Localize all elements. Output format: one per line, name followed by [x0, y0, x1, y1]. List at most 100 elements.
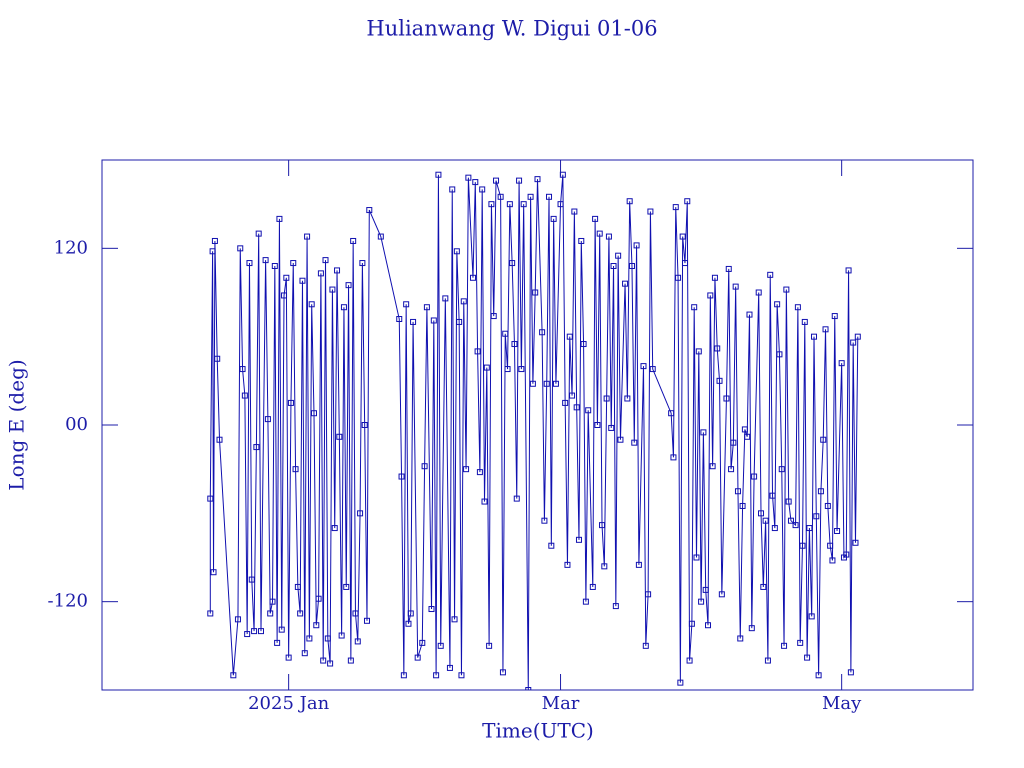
data-point — [543, 380, 550, 387]
data-point — [396, 316, 403, 322]
data-point — [248, 576, 255, 583]
data-point — [246, 260, 253, 267]
data-point — [642, 642, 649, 649]
data-line — [209, 174, 859, 690]
data-point — [451, 616, 458, 623]
data-point — [271, 263, 278, 269]
data-point — [728, 466, 735, 473]
data-point — [419, 639, 426, 646]
data-point — [294, 583, 301, 590]
data-point — [322, 257, 329, 264]
data-point — [264, 416, 271, 423]
data-point — [716, 377, 723, 384]
data-point — [534, 176, 541, 183]
data-point — [506, 201, 513, 208]
data-point — [698, 598, 705, 605]
data-point — [679, 233, 686, 240]
data-point — [617, 436, 624, 443]
data-point — [262, 257, 269, 264]
data-point — [350, 237, 357, 244]
data-point — [557, 201, 564, 208]
data-point — [463, 466, 470, 473]
data-point — [525, 687, 532, 690]
data-point — [340, 304, 347, 311]
data-point — [210, 569, 217, 576]
data-point — [410, 318, 417, 325]
data-point — [207, 610, 214, 617]
data-point — [237, 245, 244, 252]
data-point — [230, 672, 237, 679]
data-point — [446, 664, 453, 671]
data-point — [460, 298, 467, 305]
data-point — [824, 502, 831, 509]
data-point — [610, 263, 617, 269]
data-point — [569, 392, 576, 399]
data-point — [251, 628, 258, 635]
data-point — [486, 642, 493, 649]
data-point — [732, 283, 739, 290]
data-point — [357, 510, 364, 517]
data-point — [297, 610, 304, 617]
data-point — [502, 330, 509, 337]
data-point — [843, 551, 850, 558]
data-point — [334, 267, 341, 274]
data-point — [548, 542, 555, 549]
data-point — [681, 260, 688, 267]
data-point — [758, 510, 765, 517]
data-point — [308, 301, 315, 308]
data-point — [764, 657, 771, 664]
data-point — [453, 248, 460, 255]
data-point — [734, 488, 741, 495]
data-point — [787, 517, 794, 524]
data-point — [541, 517, 548, 524]
x-tick-label: 2025 Jan — [248, 693, 329, 714]
data-point — [799, 542, 806, 549]
data-point — [211, 237, 218, 244]
x-axis-label: Time(UTC) — [482, 719, 594, 743]
data-point — [811, 333, 818, 340]
data-point — [442, 295, 449, 302]
data-point — [327, 660, 334, 667]
data-point — [437, 642, 444, 649]
data-point — [806, 525, 813, 532]
data-point — [310, 410, 317, 417]
data-point — [566, 333, 573, 340]
data-point — [331, 525, 338, 532]
data-point — [827, 542, 834, 549]
data-point — [516, 177, 523, 184]
data-point — [822, 326, 829, 333]
data-point — [398, 473, 405, 480]
data-point — [244, 631, 251, 638]
data-point — [608, 424, 615, 431]
data-point — [776, 351, 783, 358]
data-point — [592, 215, 599, 222]
data-point — [518, 366, 525, 373]
data-point — [668, 410, 675, 417]
data-point — [585, 407, 592, 414]
data-point — [748, 625, 755, 632]
data-point — [207, 495, 214, 502]
data-point — [711, 274, 718, 281]
data-point — [527, 193, 534, 200]
data-point — [317, 270, 324, 277]
data-point — [578, 237, 585, 244]
data-point — [677, 679, 684, 686]
data-point — [785, 498, 792, 505]
data-point — [433, 672, 440, 679]
data-point — [529, 380, 536, 387]
data-point — [562, 399, 569, 406]
data-point — [774, 301, 781, 308]
data-point — [290, 260, 297, 267]
data-point — [744, 433, 751, 440]
data-point — [403, 301, 410, 308]
data-point — [564, 561, 571, 568]
data-point — [647, 208, 654, 215]
data-point — [239, 366, 246, 373]
data-point — [829, 557, 836, 564]
data-point — [472, 179, 479, 186]
data-point — [255, 230, 262, 237]
data-point — [762, 517, 769, 524]
data-point — [684, 198, 691, 205]
